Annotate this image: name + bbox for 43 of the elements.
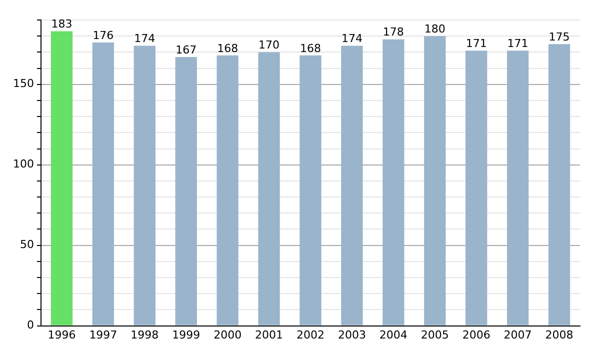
bar (175, 57, 197, 326)
y-tick-label: 50 (20, 238, 34, 252)
x-tick-label: 1996 (48, 328, 76, 342)
data-label: 168 (300, 42, 321, 55)
data-label: 168 (217, 42, 238, 55)
data-label: 174 (341, 32, 362, 46)
data-label: 175 (548, 30, 570, 44)
x-tick-label: 2007 (504, 328, 532, 342)
bar (300, 55, 322, 326)
bar (258, 52, 280, 326)
x-tick-label: 2003 (338, 328, 366, 342)
x-tick-label: 1997 (89, 328, 118, 342)
data-label: 174 (134, 32, 156, 46)
bar (134, 46, 156, 326)
data-label: 176 (92, 28, 114, 42)
bar (506, 50, 529, 326)
bar (50, 31, 73, 326)
x-tick-label: 2001 (255, 328, 284, 342)
data-label: 178 (382, 26, 404, 39)
x-tick-label: 1998 (130, 328, 159, 342)
data-label: 183 (51, 18, 72, 31)
x-tick-label: 2000 (214, 328, 242, 342)
bar (216, 55, 238, 326)
y-tick-label: 150 (12, 77, 34, 90)
data-label: 180 (424, 22, 446, 36)
bar (341, 46, 363, 326)
x-tick-label: 2004 (379, 328, 408, 342)
bar (548, 44, 570, 326)
bar (92, 42, 114, 326)
x-tick-label: 1999 (172, 328, 200, 342)
y-tick-label: 100 (12, 158, 34, 171)
data-label: 170 (258, 38, 280, 52)
bar (382, 39, 404, 326)
data-label: 167 (176, 43, 197, 56)
data-label: 171 (507, 36, 528, 50)
y-tick-label: 0 (26, 318, 34, 332)
data-label: 171 (466, 36, 487, 50)
x-tick-label: 2008 (545, 328, 574, 342)
x-tick-label: 2002 (296, 328, 324, 342)
bar (466, 50, 488, 326)
x-tick-label: 2005 (420, 328, 449, 342)
x-tick-label: 2006 (462, 328, 490, 342)
bar (424, 36, 446, 326)
